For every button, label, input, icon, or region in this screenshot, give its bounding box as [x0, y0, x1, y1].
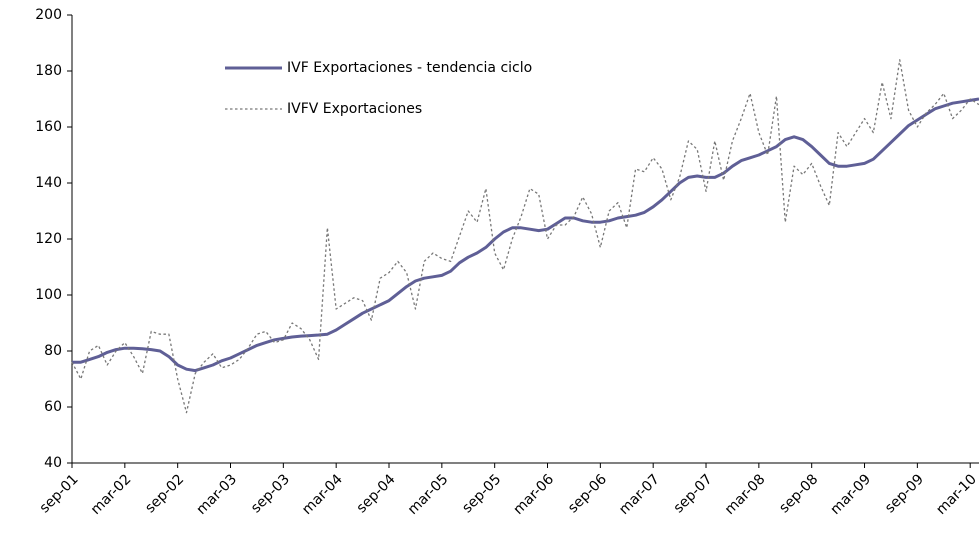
x-tick-label: mar-03: [194, 471, 241, 518]
x-tick-label: sep-06: [565, 471, 610, 516]
x-tick-label: mar-06: [511, 471, 558, 518]
series-line: [72, 97, 979, 373]
x-tick-label: sep-07: [671, 471, 716, 516]
legend-label: IVF Exportaciones - tendencia ciclo: [287, 60, 532, 76]
y-tick-label: 120: [35, 231, 62, 247]
x-tick-label: sep-03: [248, 471, 293, 516]
x-tick-label: sep-04: [354, 471, 399, 516]
y-tick-label: 180: [35, 63, 62, 79]
x-tick-label: mar-02: [88, 471, 135, 518]
y-tick-label: 100: [35, 287, 62, 303]
y-tick-label: 60: [44, 399, 62, 415]
x-tick-label: mar-10: [933, 471, 979, 518]
y-tick-label: 80: [44, 343, 62, 359]
y-tick-label: 160: [35, 119, 62, 135]
x-tick-label: mar-04: [299, 471, 346, 518]
legend-label: IVFV Exportaciones: [287, 101, 422, 117]
x-tick-label: sep-02: [142, 471, 187, 516]
x-tick-label: mar-08: [722, 471, 769, 518]
x-tick-label: sep-05: [459, 471, 504, 516]
x-tick-label: mar-07: [616, 471, 663, 518]
x-tick-label: mar-09: [828, 471, 875, 518]
y-tick-label: 200: [35, 7, 62, 23]
y-tick-label: 40: [44, 455, 62, 471]
series-line: [71, 59, 979, 414]
x-tick-label: sep-01: [37, 471, 82, 516]
x-tick-label: mar-05: [405, 471, 452, 518]
x-tick-label: sep-09: [882, 471, 927, 516]
y-tick-label: 140: [35, 175, 62, 191]
x-tick-label: sep-08: [776, 471, 821, 516]
